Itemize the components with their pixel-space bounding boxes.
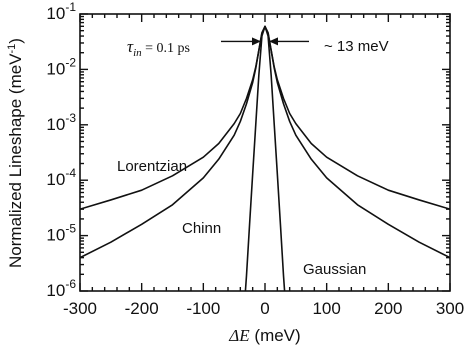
y-tick-label: 10-6 bbox=[46, 277, 76, 300]
series-label-gaussian: Gaussian bbox=[303, 261, 366, 278]
y-axis-ticks: 10-6 10-5 10-4 10-3 10-2 10-1 bbox=[46, 0, 450, 300]
series-label-chinn: Chinn bbox=[182, 220, 221, 237]
x-tick-label: 200 bbox=[374, 299, 402, 318]
tau-symbol: τ bbox=[127, 37, 134, 56]
series-layer bbox=[80, 25, 450, 291]
fwhm-arrowhead-right bbox=[269, 37, 279, 46]
tau-value: = 0.1 ps bbox=[142, 41, 190, 56]
x-tick-label: -100 bbox=[186, 299, 220, 318]
x-axis-unit: (meV) bbox=[254, 326, 300, 345]
x-tick-label: 300 bbox=[436, 299, 464, 318]
fwhm-arrows bbox=[220, 37, 310, 46]
tau-subscript: in bbox=[133, 47, 142, 59]
x-tick-label: -200 bbox=[125, 299, 159, 318]
series-label-lorentzian: Lorentzian bbox=[117, 158, 187, 175]
y-axis-main: Normalized Lineshape (meV bbox=[6, 53, 25, 268]
series-line-chinn bbox=[80, 25, 450, 259]
x-axis-ticks: -300 -200 -100 0 100 200 300 bbox=[63, 14, 464, 318]
x-tick-label: 0 bbox=[260, 299, 269, 318]
x-axis-symbol: ΔE bbox=[228, 326, 250, 345]
y-tick-label: 10-3 bbox=[46, 111, 76, 134]
y-tick-label: 10-4 bbox=[46, 166, 76, 189]
x-axis-title: ΔE (meV) bbox=[228, 326, 300, 345]
y-tick-label: 10-5 bbox=[46, 222, 76, 245]
y-axis-title: Normalized Lineshape (meV-1) bbox=[6, 38, 25, 268]
tau-annotation: τin = 0.1 ps bbox=[127, 37, 190, 59]
series-line-gaussian bbox=[244, 25, 286, 291]
x-tick-label: -300 bbox=[63, 299, 97, 318]
fwhm-arrowhead-left bbox=[251, 37, 261, 46]
x-tick-label: 100 bbox=[312, 299, 340, 318]
y-tick-label: 10-2 bbox=[46, 55, 76, 78]
y-axis-close: ) bbox=[6, 38, 25, 44]
y-tick-label: 10-1 bbox=[46, 0, 76, 23]
y-axis-sup: -1 bbox=[6, 44, 18, 54]
fwhm-label: ~ 13 meV bbox=[324, 38, 389, 55]
